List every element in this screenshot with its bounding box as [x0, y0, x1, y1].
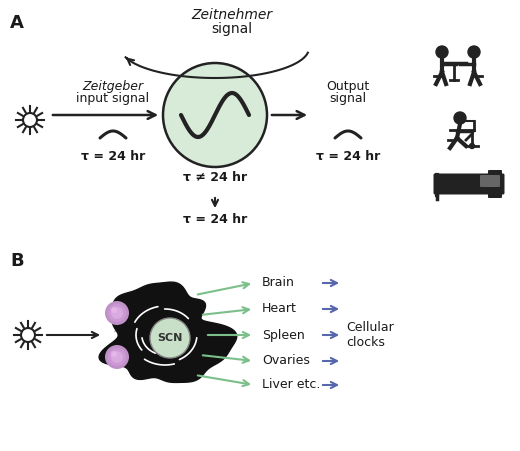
- Text: input signal: input signal: [76, 92, 150, 105]
- Polygon shape: [99, 282, 237, 382]
- FancyBboxPatch shape: [480, 175, 500, 187]
- FancyBboxPatch shape: [488, 170, 502, 198]
- Circle shape: [454, 112, 466, 124]
- Text: Zeitnehmer: Zeitnehmer: [191, 8, 272, 22]
- Text: Heart: Heart: [262, 303, 297, 316]
- Text: A: A: [10, 14, 24, 32]
- Circle shape: [105, 345, 129, 369]
- Text: Brain: Brain: [262, 276, 295, 290]
- Text: Cellular
clocks: Cellular clocks: [346, 321, 394, 349]
- Circle shape: [111, 307, 117, 313]
- Text: SCN: SCN: [158, 333, 183, 343]
- Text: Output: Output: [327, 80, 370, 93]
- Text: Spleen: Spleen: [262, 328, 305, 341]
- Text: signal: signal: [212, 22, 253, 36]
- Text: Liver etc.: Liver etc.: [262, 378, 320, 391]
- Text: τ = 24 hr: τ = 24 hr: [81, 150, 145, 163]
- FancyBboxPatch shape: [434, 174, 504, 194]
- Text: signal: signal: [330, 92, 367, 105]
- Text: B: B: [10, 252, 23, 270]
- Ellipse shape: [163, 63, 267, 167]
- Circle shape: [150, 318, 190, 358]
- Text: Zeitgeber: Zeitgeber: [83, 80, 144, 93]
- Circle shape: [468, 46, 480, 58]
- Text: τ = 24 hr: τ = 24 hr: [316, 150, 380, 163]
- Circle shape: [105, 301, 129, 325]
- Circle shape: [111, 307, 123, 319]
- Text: Ovaries: Ovaries: [262, 354, 310, 368]
- Circle shape: [111, 351, 123, 363]
- Text: τ = 24 hr: τ = 24 hr: [183, 213, 247, 226]
- Circle shape: [111, 351, 117, 357]
- Circle shape: [436, 46, 448, 58]
- Circle shape: [470, 143, 475, 148]
- Circle shape: [108, 348, 126, 366]
- Circle shape: [483, 174, 497, 188]
- Text: τ ≠ 24 hr: τ ≠ 24 hr: [183, 171, 247, 184]
- Circle shape: [108, 304, 126, 322]
